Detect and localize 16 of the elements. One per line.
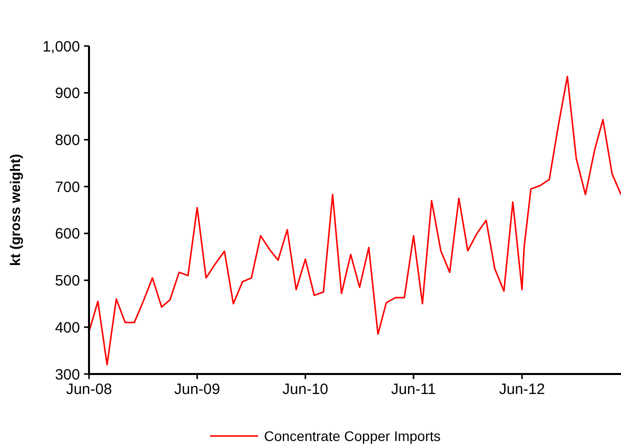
x-tick-label: Jun-08 bbox=[66, 381, 112, 398]
y-axis-title: kt (gross weight) bbox=[7, 154, 23, 266]
y-tick-label: 600 bbox=[54, 226, 80, 243]
y-tick-label: 1,000 bbox=[42, 38, 80, 56]
x-tick-label: Jun-10 bbox=[282, 381, 328, 398]
legend-label: Concentrate Copper Imports bbox=[264, 428, 441, 444]
x-tick-label: Jun-09 bbox=[174, 381, 220, 398]
y-tick-label: 300 bbox=[54, 366, 80, 384]
y-tick-label: 500 bbox=[54, 272, 80, 290]
y-tick-label: 900 bbox=[54, 85, 80, 102]
line-series bbox=[88, 76, 621, 366]
x-tick-label: Jun-12 bbox=[499, 381, 545, 398]
x-tick-label: Jun-11 bbox=[391, 381, 436, 398]
y-tick-label: 700 bbox=[54, 178, 80, 196]
y-tick-label: 800 bbox=[54, 132, 80, 149]
y-tick-label: 400 bbox=[54, 319, 80, 336]
